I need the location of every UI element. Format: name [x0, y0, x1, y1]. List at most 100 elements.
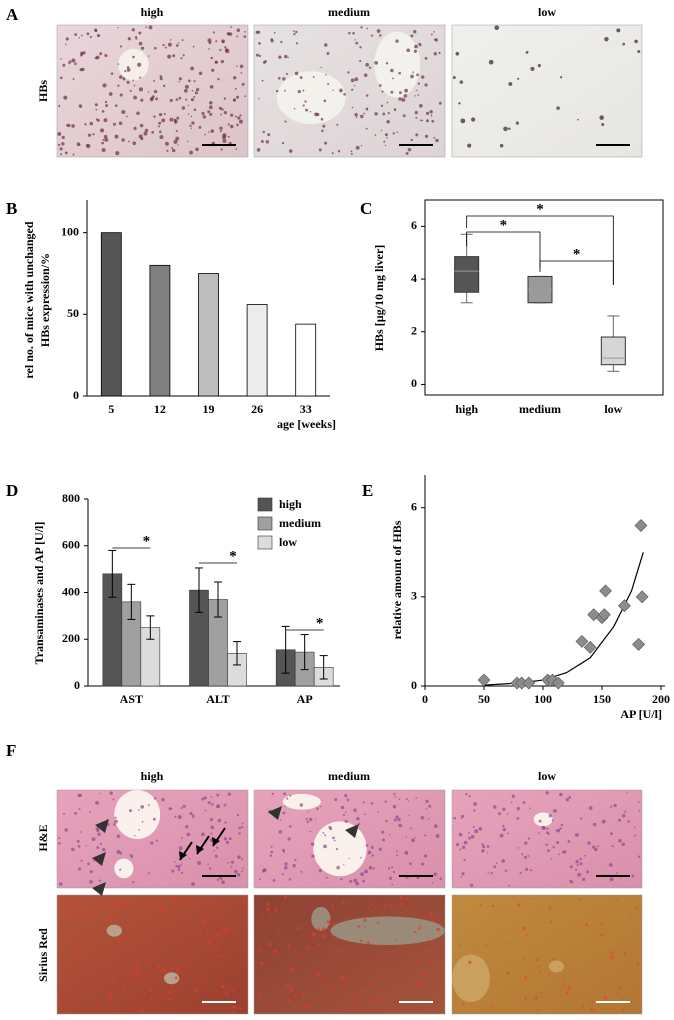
micrograph-cell	[522, 801, 526, 804]
micrograph-cell	[115, 918, 119, 922]
micrograph-cell	[78, 37, 80, 39]
micrograph-cell	[372, 867, 376, 870]
micrograph-cell	[86, 143, 91, 149]
micrograph-cell	[548, 814, 552, 818]
micrograph-cell	[276, 933, 279, 936]
micrograph-cell	[138, 31, 142, 35]
micrograph-cell	[138, 1003, 141, 1006]
micrograph-cell	[214, 60, 218, 64]
micrograph-cell	[295, 30, 298, 34]
micrograph-cell	[317, 927, 321, 930]
micrograph-cell	[326, 920, 331, 924]
column-label: high	[141, 769, 164, 783]
micrograph-cell	[622, 42, 626, 46]
micrograph-cell	[360, 872, 364, 877]
micrograph-cell	[370, 34, 374, 37]
micrograph-cell	[284, 54, 288, 59]
micrograph-cell	[504, 869, 508, 872]
micrograph-cell	[551, 819, 554, 822]
micrograph-cell	[232, 1005, 235, 1008]
micrograph-cell	[170, 807, 173, 810]
micrograph-cell	[396, 131, 399, 133]
micrograph-cell	[173, 919, 177, 923]
micrograph-cell	[433, 136, 436, 139]
micrograph-cell	[150, 841, 154, 845]
micrograph-cell	[137, 901, 141, 905]
y-tick-label: 50	[67, 306, 79, 320]
micrograph-cell	[453, 816, 456, 820]
micrograph-cell	[268, 943, 272, 947]
micrograph-cell	[430, 33, 433, 36]
micrograph-cell	[255, 53, 259, 57]
micrograph-cell	[175, 44, 179, 47]
micrograph-cell	[62, 63, 66, 67]
micrograph-cell	[72, 985, 76, 989]
x-tick-label: 19	[203, 402, 215, 416]
micrograph-cell	[216, 932, 221, 937]
micrograph-cell	[78, 901, 80, 903]
micrograph-cell	[162, 43, 165, 47]
box	[454, 256, 480, 293]
micrograph-cell	[397, 818, 401, 822]
micrograph-cell	[239, 114, 242, 117]
micrograph-cell	[58, 104, 61, 107]
micrograph-cell	[538, 832, 540, 834]
micrograph-cell	[115, 946, 118, 948]
micrograph-cell	[71, 124, 75, 128]
micrograph-cell	[350, 78, 355, 83]
micrograph-cell	[169, 98, 173, 103]
micrograph-cell	[207, 110, 211, 114]
micrograph-cell	[327, 83, 330, 86]
micrograph-cell	[413, 49, 418, 53]
micrograph-cell	[228, 837, 232, 841]
micrograph-cell	[201, 1003, 204, 1006]
micrograph-cell	[302, 89, 305, 92]
micrograph-cell	[385, 62, 389, 65]
micrograph-cell	[562, 977, 565, 980]
micrograph-cell	[233, 869, 238, 874]
micrograph-cell	[59, 882, 63, 886]
micrograph-cell	[534, 996, 538, 1000]
micrograph-cell	[601, 123, 605, 126]
micrograph-cell	[558, 853, 560, 856]
micrograph-cell	[207, 38, 212, 43]
micrograph-cell	[577, 872, 582, 877]
micrograph-cell	[356, 816, 360, 821]
micrograph-cell	[79, 68, 83, 72]
micrograph-cell	[403, 94, 408, 98]
micrograph-cell	[460, 118, 466, 124]
micrograph-cell	[355, 116, 358, 119]
micrograph-cell	[389, 903, 393, 908]
y-tick-label: 0	[411, 376, 417, 390]
micrograph-cell	[462, 1003, 465, 1006]
micrograph-cell	[395, 815, 399, 819]
micrograph-cell	[548, 906, 552, 910]
micrograph-cell	[352, 32, 355, 35]
micrograph-cell	[180, 807, 183, 809]
micrograph-cell	[525, 867, 529, 871]
micrograph-cell	[219, 126, 223, 130]
micrograph-cell	[312, 76, 315, 78]
micrograph-cell	[586, 870, 590, 874]
micrograph-cell	[460, 875, 463, 878]
micrograph-cell	[203, 899, 206, 901]
micrograph-cell	[134, 36, 138, 39]
micrograph-cell	[119, 851, 123, 855]
micrograph-cell	[490, 1004, 493, 1006]
micrograph-cell	[460, 817, 462, 820]
micrograph-cell	[588, 806, 593, 810]
micrograph-vessel	[452, 954, 490, 1003]
micrograph-cell	[469, 883, 474, 887]
x-tick-label: low	[604, 402, 622, 416]
micrograph-cell	[292, 863, 296, 868]
micrograph-cell	[404, 88, 409, 93]
micrograph-cell	[360, 856, 362, 859]
micrograph-cell	[77, 793, 82, 798]
micrograph-vessel	[106, 924, 122, 937]
micrograph-cell	[271, 792, 274, 796]
micrograph-cell	[610, 956, 614, 960]
micrograph-cell	[320, 66, 322, 69]
micrograph-cell	[153, 948, 156, 950]
micrograph-cell	[240, 71, 243, 74]
micrograph-vessel	[548, 960, 565, 973]
